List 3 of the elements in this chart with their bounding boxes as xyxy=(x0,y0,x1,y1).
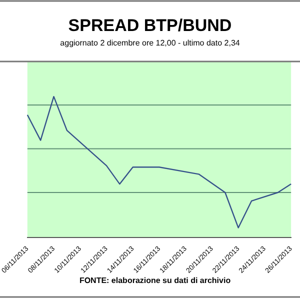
chart-title: SPREAD BTP/BUND xyxy=(68,16,232,35)
chart-subtitle: aggiornato 2 dicembre ore 12,00 - ultimo dato 2,34 xyxy=(60,38,240,48)
source-note: FONTE: elaborazione su dati di archivio xyxy=(79,276,231,285)
